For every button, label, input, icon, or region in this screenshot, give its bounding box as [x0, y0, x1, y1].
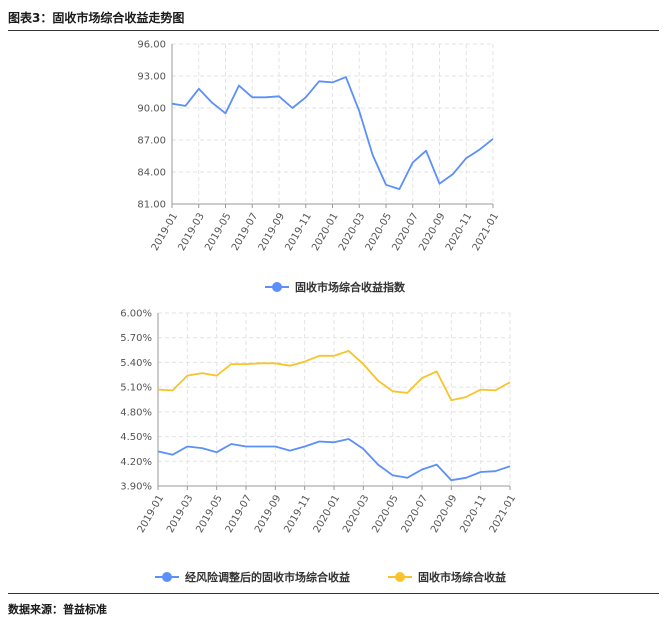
x-tick-label: 2020-03: [341, 493, 371, 535]
y-tick-label: 93.00: [137, 72, 166, 83]
x-tick-label: 2019-01: [136, 493, 166, 535]
top-rule: [8, 30, 659, 31]
y-tick-label: 4.80%: [120, 407, 152, 418]
legend-label: 经风险调整后的固收市场综合收益: [185, 570, 350, 584]
y-tick-label: 5.40%: [120, 358, 152, 369]
series-line-2: [157, 349, 511, 402]
data-source: 数据来源：普益标准: [8, 603, 107, 616]
x-tick-label: 2019-09: [253, 493, 283, 535]
legend-label: 固收市场综合收益: [418, 570, 506, 584]
composite-return-chart: 6.00% 5.70% 5.40% 5.10% 4.80% 4.50% 4.20% 3.90%…: [120, 309, 518, 585]
y-tick-label: 81.00: [137, 200, 166, 211]
y-tick-label: 96.00: [137, 40, 166, 51]
bottom-rule: [8, 593, 659, 594]
x-tick-label: 2021-01: [488, 493, 518, 535]
x-tick-label: 2019-07: [224, 493, 254, 535]
y-tick-label: 5.10%: [120, 383, 152, 394]
x-tick-label: 2020-05: [370, 493, 400, 535]
x-tick-label: 2020-11: [458, 493, 488, 535]
x-tick-label: 2020-07: [400, 493, 430, 535]
y-tick-label: 87.00: [137, 136, 166, 147]
composite-index-chart: 96.0093.0090.0087.0084.0081.002019-01201…: [137, 40, 501, 295]
legend-swatch-dot: [162, 572, 172, 582]
x-tick-label: 2019-11: [282, 493, 312, 535]
figure-title: 图表3：固收市场综合收益走势图: [8, 11, 185, 25]
y-tick-label: 5.70%: [120, 333, 152, 344]
y-tick-label: 90.00: [137, 104, 166, 115]
y-tick-label: 3.90%: [120, 482, 152, 493]
legend-swatch-dot: [272, 282, 282, 292]
y-tick-label: 4.50%: [120, 432, 152, 443]
x-tick-label: 2019-05: [194, 493, 224, 535]
legend-label: 固收市场综合收益指数: [295, 280, 406, 294]
series-line-1: [171, 76, 494, 191]
series-line-1: [157, 438, 511, 482]
y-tick-label: 84.00: [137, 168, 166, 179]
x-tick-label: 2020-09: [429, 493, 459, 535]
legend-swatch-dot: [395, 572, 405, 582]
x-tick-label: 2020-01: [312, 493, 342, 535]
y-tick-label: 4.20%: [120, 457, 152, 468]
x-tick-label: 2019-03: [165, 493, 195, 535]
y-tick-label: 6.00%: [120, 309, 152, 320]
